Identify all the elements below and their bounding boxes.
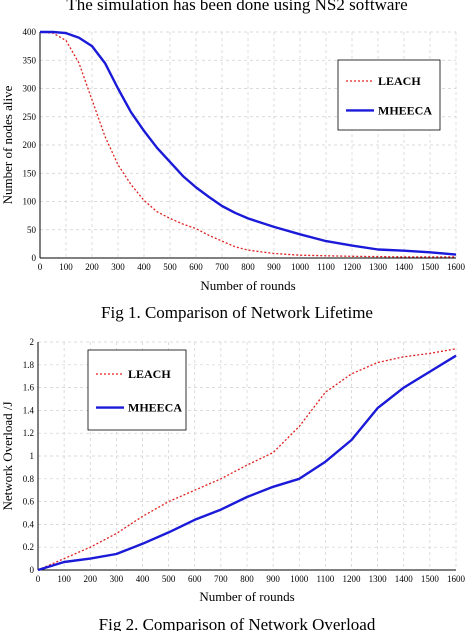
- lifetime-y-tick-label: 100: [23, 197, 37, 207]
- lifetime-legend: LEACH MHEECA: [337, 59, 441, 131]
- overload-y-tick-label: 2: [30, 337, 35, 347]
- lifetime-x-tick-label: 100: [59, 262, 73, 272]
- lifetime-x-tick-label: 1600: [447, 262, 466, 272]
- overload-y-axis-label: Network Overload /J: [0, 401, 15, 510]
- overload-legend-label-leach: LEACH: [128, 367, 171, 381]
- overload-x-tick-label: 1200: [343, 574, 362, 584]
- lifetime-x-tick-label: 0: [38, 262, 43, 272]
- overload-x-tick-label: 300: [110, 574, 124, 584]
- lifetime-x-tick-label: 1500: [421, 262, 440, 272]
- lifetime-x-tick-label: 1400: [395, 262, 414, 272]
- lifetime-x-tick-label: 500: [163, 262, 177, 272]
- overload-x-tick-label: 1100: [317, 574, 335, 584]
- overload-x-tick-label: 1500: [421, 574, 440, 584]
- lifetime-x-axis-label: Number of rounds: [200, 278, 295, 293]
- overload-x-tick-label: 500: [162, 574, 176, 584]
- overload-y-tick-label: 1.4: [23, 405, 35, 415]
- lifetime-y-tick-label: 150: [23, 168, 37, 178]
- lifetime-y-tick-label: 300: [23, 84, 37, 94]
- lifetime-x-tick-label: 700: [215, 262, 229, 272]
- lifetime-y-tick-label: 250: [23, 112, 37, 122]
- lifetime-y-tick-label: 0: [32, 253, 37, 263]
- lifetime-x-tick-label: 800: [241, 262, 255, 272]
- lifetime-y-axis-label: Number of nodes alive: [0, 85, 15, 204]
- lifetime-y-tick-label: 350: [23, 55, 37, 65]
- chart-network-lifetime: 0 100 200 300 400 500 600 700 800 900 1000 1100 1200…: [0, 27, 466, 322]
- lifetime-y-tick-label: 400: [23, 27, 37, 37]
- lifetime-legend-box: [337, 59, 441, 131]
- overload-y-tick-label: 0.2: [23, 542, 34, 552]
- overload-y-tick-label: 1.6: [23, 383, 35, 393]
- overload-x-tick-label: 1400: [395, 574, 414, 584]
- overload-x-tick-label: 1600: [447, 574, 466, 584]
- overload-x-tick-label: 1000: [290, 574, 309, 584]
- lifetime-x-tick-label: 900: [267, 262, 281, 272]
- overload-legend-box: [87, 349, 187, 431]
- overload-x-tick-label: 600: [188, 574, 202, 584]
- overload-legend-label-mheeca: MHEECA: [128, 401, 182, 415]
- overload-x-tick-label: 800: [240, 574, 254, 584]
- overload-x-tick-label: 200: [84, 574, 98, 584]
- lifetime-x-tick-label: 1100: [317, 262, 335, 272]
- overload-caption: Fig 2. Comparison of Network Overload: [99, 615, 376, 631]
- lifetime-x-tick-label: 200: [85, 262, 99, 272]
- lifetime-y-tick-label: 200: [23, 140, 37, 150]
- overload-y-tick-label: 1: [30, 451, 35, 461]
- lifetime-x-tick-label: 1300: [369, 262, 388, 272]
- overload-y-tick-label: 0.8: [23, 474, 35, 484]
- chart-network-overload: 0 100 200 300 400 500 600 700 800 900 1000 1100 1200…: [0, 337, 466, 631]
- overload-y-tick-label: 0.6: [23, 497, 35, 507]
- lifetime-series-mheeca: [40, 30, 457, 256]
- lifetime-x-tick-label: 300: [111, 262, 125, 272]
- lifetime-x-tick-label: 1200: [343, 262, 362, 272]
- overload-y-tick-label: 1.8: [23, 360, 35, 370]
- overload-x-tick-label: 900: [266, 574, 280, 584]
- overload-y-tick-label: 0.4: [23, 519, 35, 529]
- overload-y-tick-label: 0: [30, 565, 35, 575]
- overload-x-tick-label: 700: [214, 574, 228, 584]
- overload-series-leach: [37, 348, 457, 571]
- lifetime-x-tick-label: 600: [189, 262, 203, 272]
- lifetime-y-tick-label: 50: [27, 225, 37, 235]
- header-text: The simulation has been done using NS2 s…: [66, 0, 407, 14]
- overload-x-tick-label: 0: [36, 574, 41, 584]
- overload-legend: LEACH MHEECA: [87, 349, 187, 431]
- overload-x-tick-label: 1300: [369, 574, 388, 584]
- overload-y-tick-label: 1.2: [23, 428, 34, 438]
- overload-x-axis-label: Number of rounds: [199, 589, 294, 604]
- lifetime-caption: Fig 1. Comparison of Network Lifetime: [101, 303, 373, 322]
- overload-x-tick-label: 400: [136, 574, 150, 584]
- lifetime-legend-label-mheeca: MHEECA: [378, 103, 432, 117]
- overload-series-mheeca: [37, 354, 457, 572]
- lifetime-x-tick-label: 400: [137, 262, 151, 272]
- overload-x-tick-label: 100: [57, 574, 71, 584]
- lifetime-series-leach: [39, 31, 456, 258]
- lifetime-legend-label-leach: LEACH: [378, 74, 421, 88]
- lifetime-x-tick-label: 1000: [291, 262, 310, 272]
